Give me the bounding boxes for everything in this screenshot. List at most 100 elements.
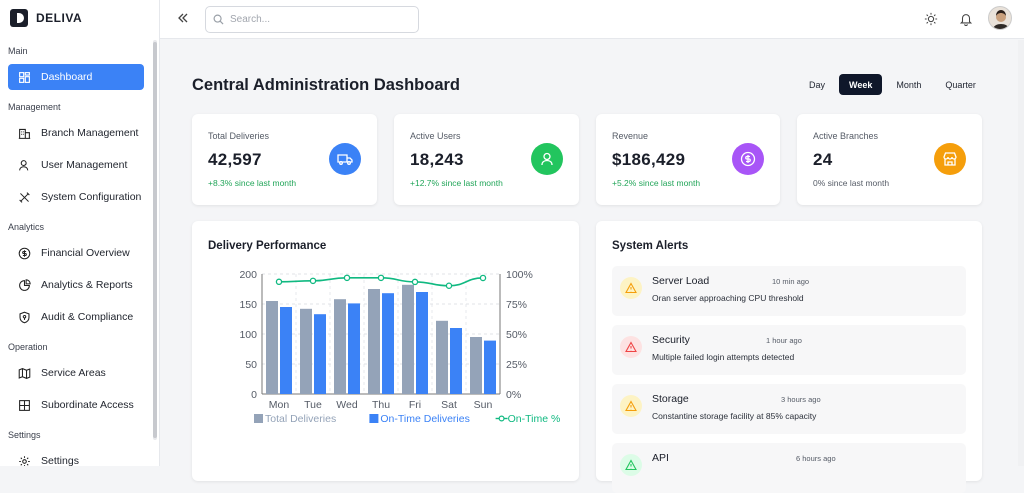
stat-card-active-branches[interactable]: Active Branches 24 0% since last month [797, 114, 982, 205]
warning-icon [620, 277, 642, 299]
sidebar-item-audit-compliance[interactable]: Audit & Compliance [8, 304, 144, 330]
sidebar-item-system-configuration[interactable]: System Configuration [8, 184, 144, 210]
sidebar-item-subordinate-access[interactable]: Subordinate Access [8, 392, 144, 418]
search-icon [213, 14, 224, 25]
on-time-percent-point [275, 278, 283, 286]
shield-icon [19, 311, 30, 323]
sun-icon[interactable] [924, 12, 938, 26]
alert-title: API [652, 452, 669, 464]
on-time-percent-point [479, 274, 487, 282]
period-day-button[interactable]: Day [809, 79, 826, 90]
truck-icon [329, 143, 361, 175]
stat-change: 0% since last month [813, 178, 890, 188]
sidebar-item-label: Audit & Compliance [41, 311, 134, 323]
sidebar-item-label: Financial Overview [41, 247, 130, 259]
alert-item[interactable]: API 6 hours ago [612, 443, 966, 493]
y-tick-label: 100 [239, 329, 257, 341]
main-scrollbar[interactable] [1018, 40, 1024, 466]
stat-value: $186,429 [612, 150, 686, 169]
user-avatar[interactable] [988, 6, 1012, 30]
period-quarter-button[interactable]: Quarter [945, 79, 976, 90]
bar-total-deliveries [300, 308, 312, 394]
sidebar-item-financial-overview[interactable]: Financial Overview [8, 240, 144, 266]
bar-on-time-deliveries [484, 340, 496, 394]
alert-time: 3 hours ago [781, 395, 821, 404]
section-label-main: Main [8, 46, 28, 56]
stat-value: 24 [813, 150, 833, 169]
alert-title: Server Load [652, 275, 710, 287]
alert-item[interactable]: Server Load 10 min ago Oran server appro… [612, 266, 966, 316]
section-label-operation: Operation [8, 342, 48, 352]
sidebar-item-branch-management[interactable]: Branch Management [8, 120, 144, 146]
y-tick-label: 200 [239, 269, 257, 281]
bar-total-deliveries [368, 289, 380, 394]
grid-squares-icon [19, 399, 30, 411]
stat-card-revenue[interactable]: Revenue $186,429 +5.2% since last month [596, 114, 780, 205]
app-logo[interactable]: DELIVA [10, 8, 82, 28]
period-week-button[interactable]: Week [839, 74, 883, 95]
y2-tick-label: 100% [506, 269, 533, 281]
bar-on-time-deliveries [280, 307, 292, 394]
alert-message: Multiple failed login attempts detected [652, 352, 795, 362]
dollar-icon [732, 143, 764, 175]
sidebar-item-label: Subordinate Access [41, 399, 134, 411]
on-time-percent-point [309, 277, 317, 285]
sidebar-item-dashboard[interactable]: Dashboard [8, 64, 144, 90]
sidebar-item-service-areas[interactable]: Service Areas [8, 360, 144, 386]
bar-total-deliveries [402, 284, 414, 394]
legend-label: On-Time Deliveries [380, 413, 469, 425]
sidebar-scrollbar-thumb[interactable] [153, 42, 157, 438]
alert-time: 6 hours ago [796, 454, 836, 463]
danger-icon [620, 336, 642, 358]
sidebar-item-user-management[interactable]: User Management [8, 152, 144, 178]
user-icon [531, 143, 563, 175]
alert-item[interactable]: Storage 3 hours ago Constantine storage … [612, 384, 966, 434]
legend-swatch [254, 414, 263, 423]
logo-icon [10, 9, 28, 27]
search-input[interactable] [230, 14, 410, 25]
stat-label: Revenue [612, 131, 649, 141]
sidebar-item-label: Service Areas [41, 367, 106, 379]
search-box[interactable] [205, 6, 419, 33]
x-tick-label: Tue [304, 399, 322, 411]
bar-total-deliveries [470, 337, 482, 394]
section-label-analytics: Analytics [8, 222, 45, 232]
topbar [160, 0, 1024, 39]
bar-on-time-deliveries [450, 328, 462, 394]
stat-value: 18,243 [410, 150, 464, 169]
sidebar-item-settings[interactable]: Settings [8, 448, 144, 466]
y2-tick-label: 50% [506, 329, 527, 341]
bar-total-deliveries [436, 320, 448, 394]
sidebar-item-analytics-reports[interactable]: Analytics & Reports [8, 272, 144, 298]
dollar-circle-icon [18, 247, 31, 259]
user-icon [19, 159, 29, 170]
panel-title: Delivery Performance [208, 240, 327, 252]
system-alerts-panel: System Alerts Server Load 10 min ago Ora… [596, 221, 982, 493]
app-name: DELIVA [36, 11, 83, 25]
grid-icon [19, 71, 30, 83]
y-tick-label: 50 [245, 359, 257, 371]
x-tick-label: Mon [269, 399, 290, 411]
on-time-percent-point [445, 282, 453, 290]
alert-time: 1 hour ago [766, 336, 802, 345]
stat-label: Total Deliveries [208, 131, 270, 141]
collapse-sidebar-button[interactable] [177, 12, 189, 27]
stat-card-total-deliveries[interactable]: Total Deliveries 42,597 +8.3% since last… [192, 114, 377, 205]
alert-title: Storage [652, 393, 689, 405]
section-label-settings: Settings [8, 430, 41, 440]
stat-card-active-users[interactable]: Active Users 18,243 +12.7% since last mo… [394, 114, 579, 205]
stat-change: +8.3% since last month [208, 178, 297, 188]
bell-icon[interactable] [959, 12, 973, 26]
alert-item[interactable]: Security 1 hour ago Multiple failed logi… [612, 325, 966, 375]
on-time-percent-point [343, 274, 351, 282]
sidebar: DELIVA Main Dashboard Management Branch … [0, 0, 160, 466]
period-month-button[interactable]: Month [896, 79, 922, 90]
on-time-percent-point [411, 278, 419, 286]
delivery-performance-panel: Delivery Performance 0 50 100 150 200 0% 25% 50… [192, 221, 579, 481]
double-chevron-left-icon [178, 13, 188, 23]
page-title: Central Administration Dashboard [192, 76, 461, 94]
bar-on-time-deliveries [416, 292, 428, 394]
y2-tick-label: 25% [506, 359, 527, 371]
alert-message: Constantine storage facility at 85% capa… [652, 411, 817, 421]
avatar-image [989, 7, 1011, 29]
